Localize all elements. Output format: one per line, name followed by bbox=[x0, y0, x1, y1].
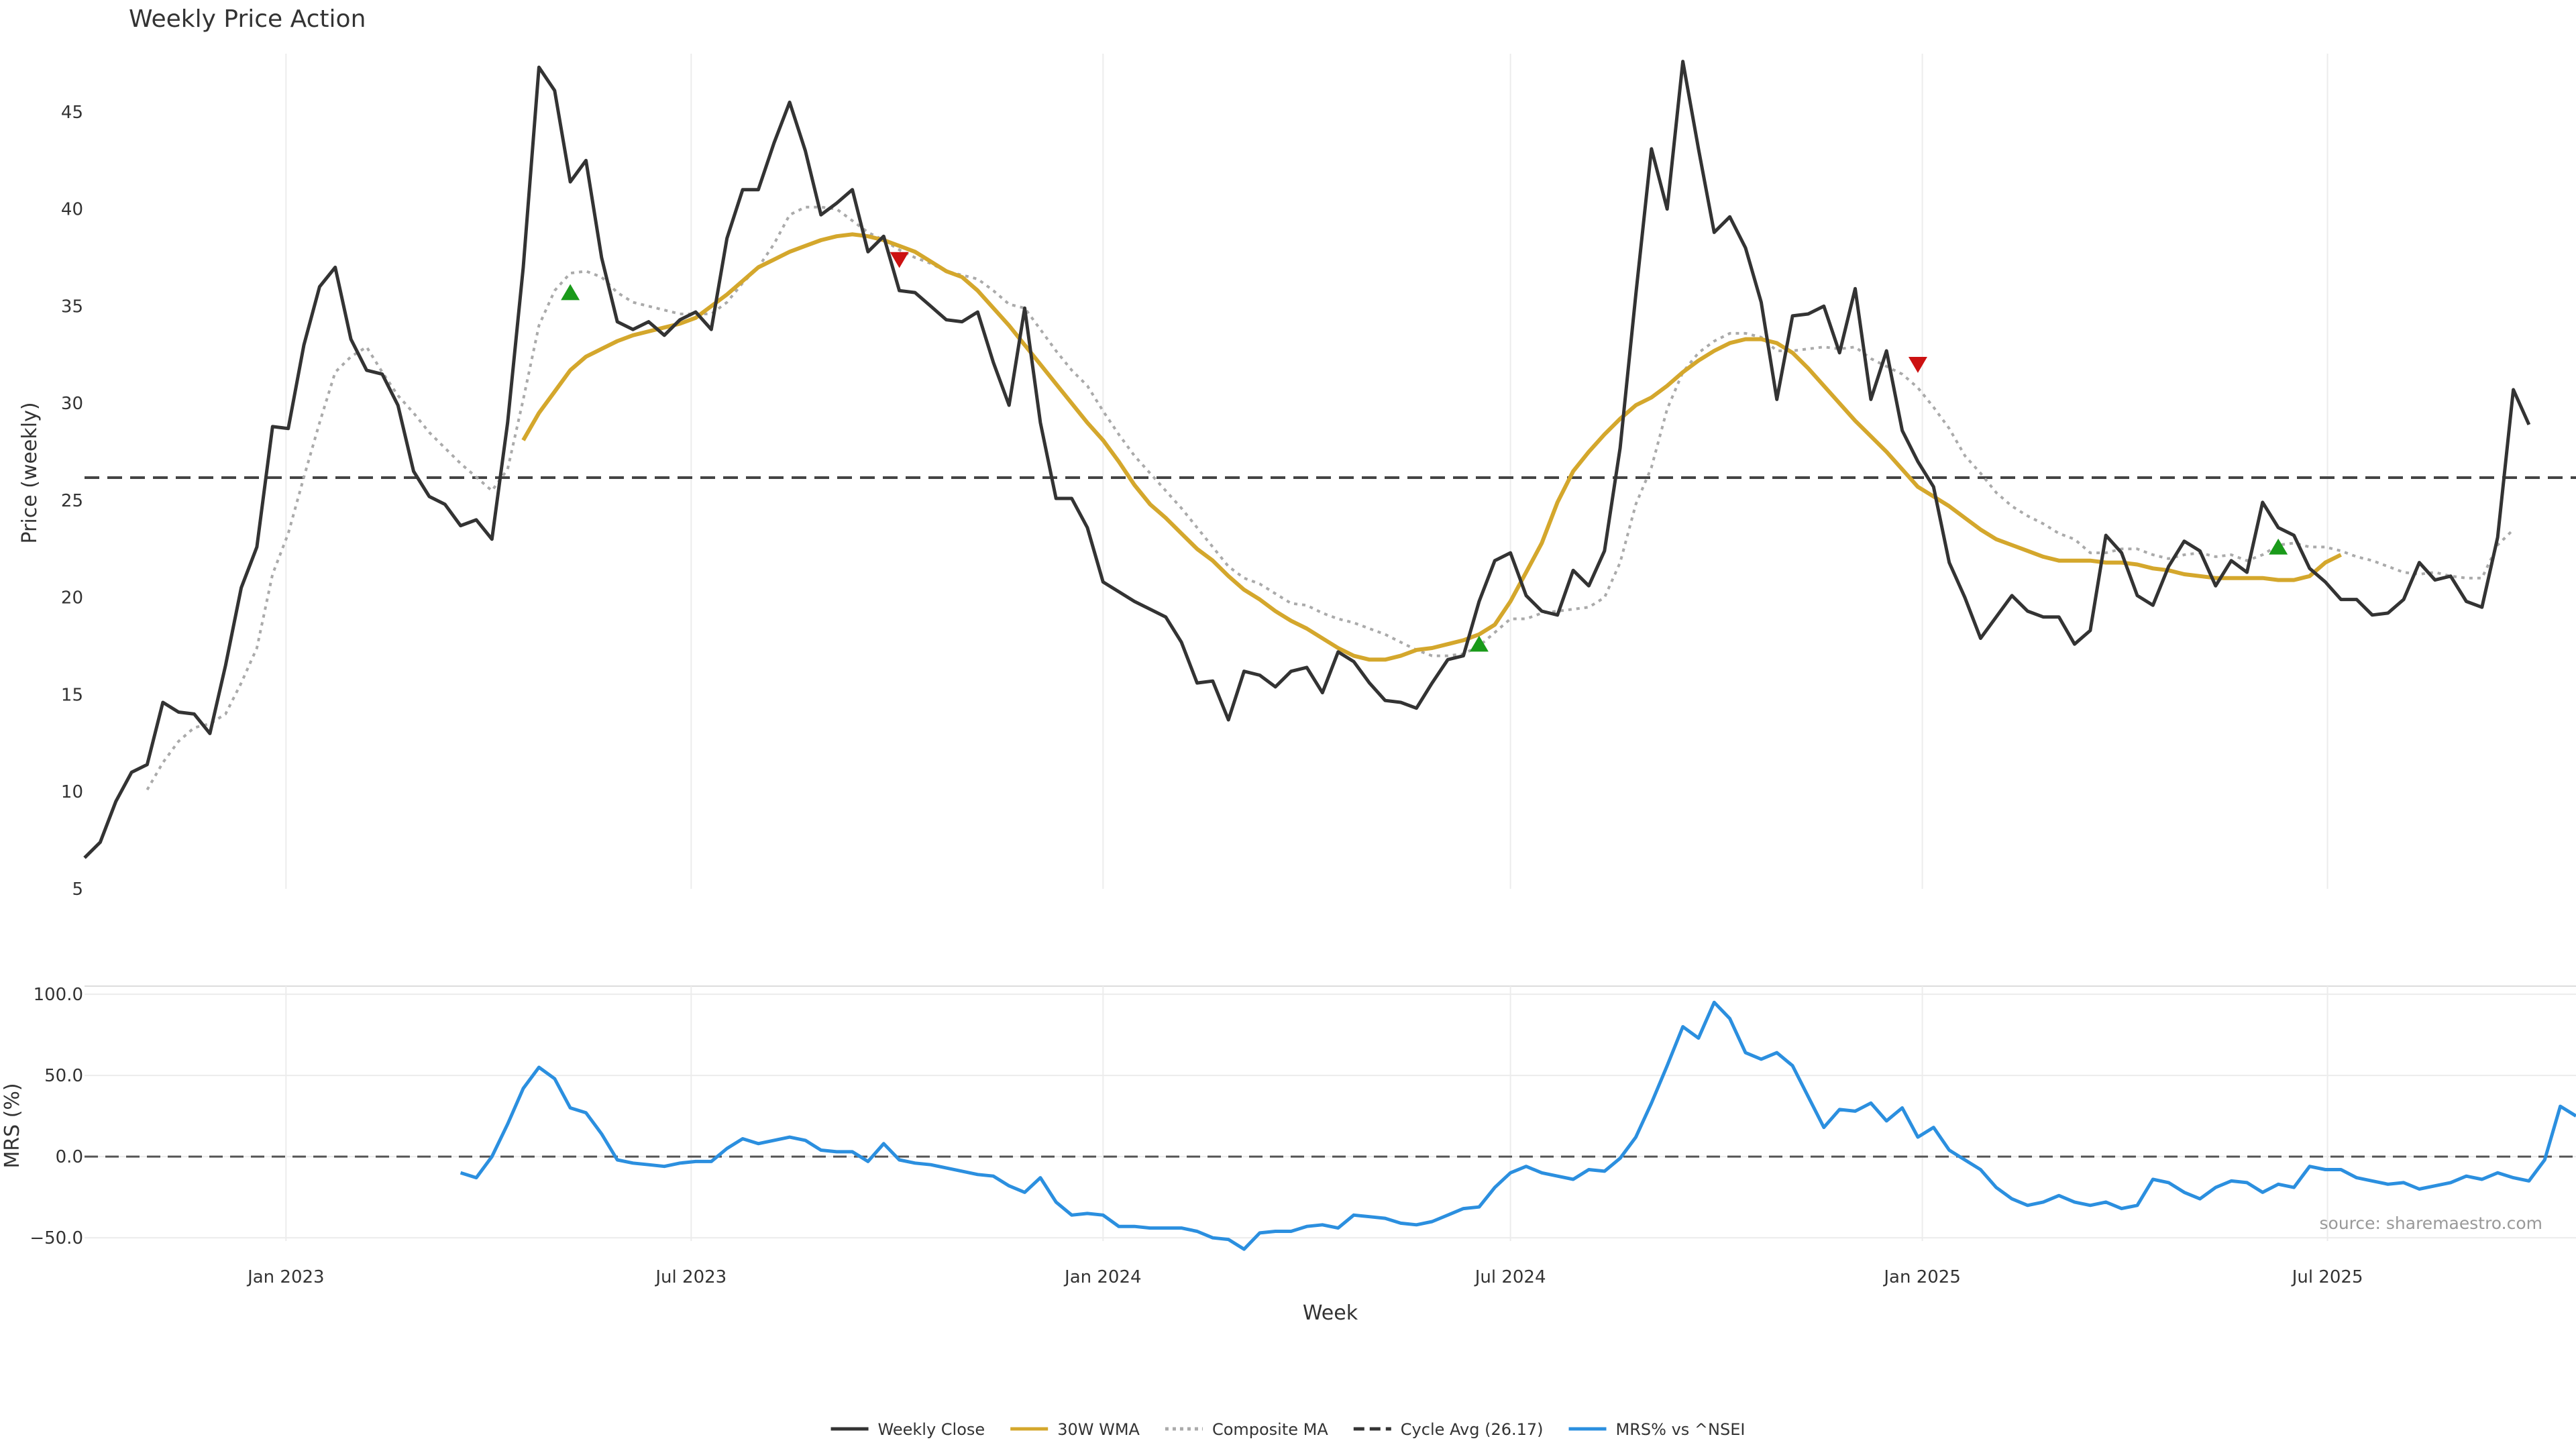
price-y-tick-label: 40 bbox=[61, 200, 83, 220]
legend: Weekly Close 30W WMA Composite MA Cycle Avg… bbox=[830, 1420, 1746, 1439]
price-y-tick-label: 30 bbox=[61, 394, 83, 414]
buy-marker bbox=[2269, 538, 2288, 555]
x-tick-label: Jul 2023 bbox=[654, 1267, 727, 1287]
weekly-close-line bbox=[83, 60, 2531, 859]
price-gridlines bbox=[285, 54, 2328, 889]
mrs-y-axis-label: MRS (%) bbox=[1, 1083, 24, 1168]
mrs-y-tick-label: 100.0 bbox=[34, 985, 83, 1005]
mrs-y-tick-label: −50.0 bbox=[30, 1228, 83, 1248]
legend-label: Weekly Close bbox=[878, 1420, 985, 1439]
price-y-tick-label: 35 bbox=[61, 297, 83, 317]
sell-marker bbox=[1908, 357, 1927, 373]
x-tick-label: Jul 2025 bbox=[2291, 1267, 2363, 1287]
price-y-tick-label: 10 bbox=[61, 782, 83, 802]
legend-label: Cycle Avg (26.17) bbox=[1401, 1420, 1544, 1439]
x-axis-ticks: Jan 2023 Jul 2023 Jan 2024 Jul 2024 Jan 2025… bbox=[246, 1267, 2363, 1287]
price-panel: 5 10 15 20 25 30 35 40 45 Price (weekly) bbox=[18, 54, 2576, 900]
buy-marker bbox=[561, 284, 580, 301]
mrs-y-ticks: 100.0 50.0 0.0 −50.0 bbox=[30, 985, 83, 1248]
price-y-tick-label: 45 bbox=[61, 103, 83, 123]
x-tick-label: Jan 2025 bbox=[1882, 1267, 1961, 1287]
signal-markers bbox=[561, 252, 2288, 652]
source-annotation: source: sharemaestro.com bbox=[2320, 1214, 2543, 1233]
composite-ma-line bbox=[146, 205, 2515, 791]
sell-marker bbox=[890, 252, 909, 268]
x-axis-label: Week bbox=[1303, 1301, 1358, 1325]
mrs-y-tick-label: 0.0 bbox=[56, 1147, 83, 1167]
mrs-panel: 100.0 50.0 0.0 −50.0 MRS (%) source: sharem… bbox=[1, 985, 2576, 1251]
price-y-tick-label: 25 bbox=[61, 491, 83, 511]
price-y-tick-label: 5 bbox=[72, 879, 83, 900]
wma-30w-line bbox=[521, 232, 2342, 662]
legend-label: Composite MA bbox=[1212, 1420, 1328, 1439]
mrs-y-tick-label: 50.0 bbox=[44, 1066, 83, 1086]
mrs-line bbox=[460, 1000, 2576, 1251]
legend-label: 30W WMA bbox=[1057, 1420, 1140, 1439]
mrs-gridlines bbox=[85, 986, 2576, 1241]
price-y-axis-label: Price (weekly) bbox=[18, 402, 42, 543]
price-y-tick-label: 20 bbox=[61, 588, 83, 608]
price-y-ticks: 5 10 15 20 25 30 35 40 45 bbox=[61, 103, 83, 900]
price-y-tick-label: 15 bbox=[61, 685, 83, 705]
chart-title: Weekly Price Action bbox=[129, 5, 366, 33]
x-tick-label: Jan 2023 bbox=[246, 1267, 325, 1287]
x-tick-label: Jan 2024 bbox=[1063, 1267, 1142, 1287]
buy-marker bbox=[1469, 635, 1489, 652]
legend-label: MRS% vs ^NSEI bbox=[1616, 1420, 1746, 1439]
x-tick-label: Jul 2024 bbox=[1474, 1267, 1546, 1287]
